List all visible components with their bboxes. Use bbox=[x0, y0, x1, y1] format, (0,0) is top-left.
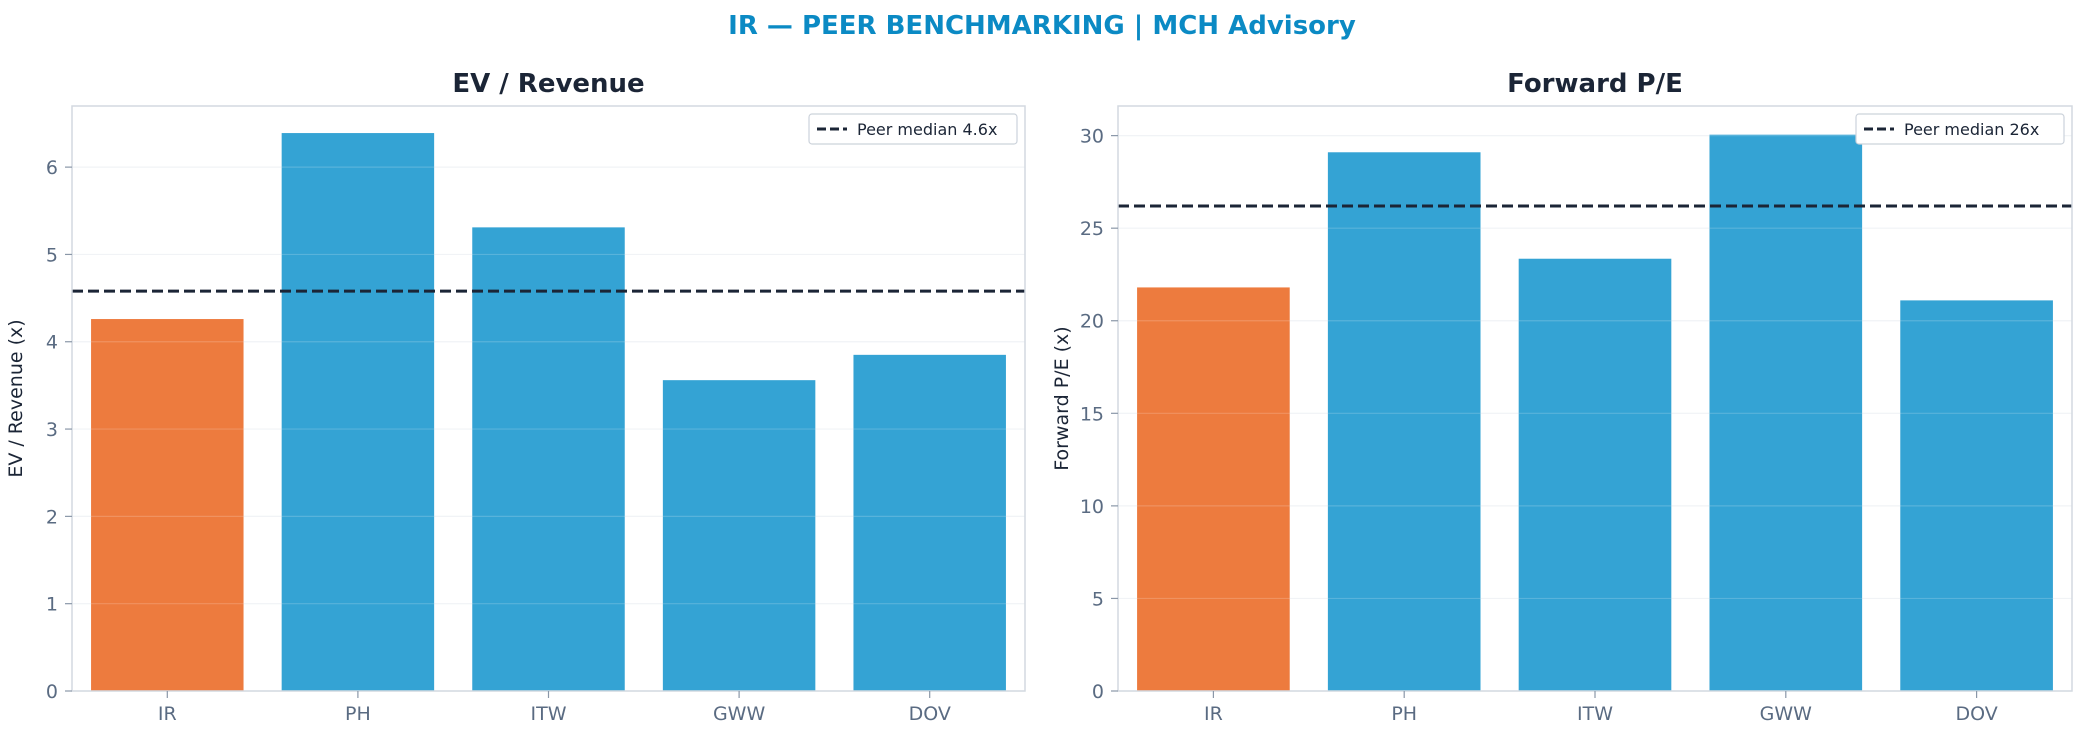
x-tick-label: ITW bbox=[531, 703, 567, 725]
y-tick-label: 3 bbox=[46, 419, 58, 441]
chart-title: Forward P/E bbox=[1507, 69, 1683, 99]
y-tick-label: 6 bbox=[46, 157, 58, 179]
bar-itw bbox=[1518, 258, 1672, 691]
bar-dov bbox=[853, 354, 1006, 691]
bar-dov bbox=[1900, 300, 2053, 691]
chart-panel-1: 0 1 2 3 4 5 6 IR PH ITW GWW DOV EV / Revenue EV / Rev… bbox=[5, 69, 1026, 725]
x-tick-label: IR bbox=[1204, 703, 1223, 725]
y-tick-label: 1 bbox=[46, 594, 58, 616]
y-tick-label: 30 bbox=[1080, 126, 1104, 148]
x-tick-label: DOV bbox=[909, 703, 951, 725]
y-tick-label: 25 bbox=[1080, 218, 1104, 240]
y-tick-label: 5 bbox=[46, 244, 58, 266]
legend-label: Peer median 4.6x bbox=[857, 120, 997, 139]
x-tick-label: GWW bbox=[713, 703, 766, 725]
x-tick-label: ITW bbox=[1577, 703, 1613, 725]
legend: Peer median 4.6x bbox=[808, 113, 1018, 145]
y-tick-label: 4 bbox=[46, 332, 58, 354]
bar-ir bbox=[91, 319, 244, 691]
y-tick-label: 10 bbox=[1080, 496, 1104, 518]
bar-ph bbox=[281, 133, 435, 692]
legend: Peer median 26x bbox=[1855, 113, 2065, 145]
chart-panel-2: 0 5 10 15 20 25 30 IR PH ITW GWW DOV Forward P/E Forw… bbox=[1051, 69, 2073, 725]
x-tick-label: GWW bbox=[1760, 703, 1813, 725]
bar-ir bbox=[1137, 287, 1290, 691]
y-axis-label: Forward P/E (x) bbox=[1051, 326, 1073, 470]
y-tick-label: 15 bbox=[1080, 403, 1104, 425]
bar-gww bbox=[1709, 134, 1863, 691]
y-axis-label: EV / Revenue (x) bbox=[5, 319, 27, 477]
y-tick-label: 20 bbox=[1080, 311, 1104, 333]
legend-label: Peer median 26x bbox=[1904, 120, 2039, 139]
figure-title: IR — PEER BENCHMARKING | MCH Advisory bbox=[728, 11, 1356, 41]
legend-box bbox=[1855, 113, 2065, 145]
y-tick-label: 2 bbox=[46, 506, 58, 528]
bar-gww bbox=[662, 380, 816, 691]
x-tick-label: PH bbox=[345, 703, 371, 725]
bar-ph bbox=[1327, 152, 1481, 692]
y-tick-label: 5 bbox=[1092, 588, 1104, 610]
x-tick-label: DOV bbox=[1955, 703, 1997, 725]
x-tick-label: IR bbox=[158, 703, 177, 725]
chart-title: EV / Revenue bbox=[452, 69, 644, 99]
legend-box bbox=[808, 113, 1018, 145]
bar-itw bbox=[472, 227, 625, 692]
x-tick-label: PH bbox=[1391, 703, 1417, 725]
y-tick-label: 0 bbox=[1092, 681, 1104, 703]
y-tick-label: 0 bbox=[46, 681, 58, 703]
